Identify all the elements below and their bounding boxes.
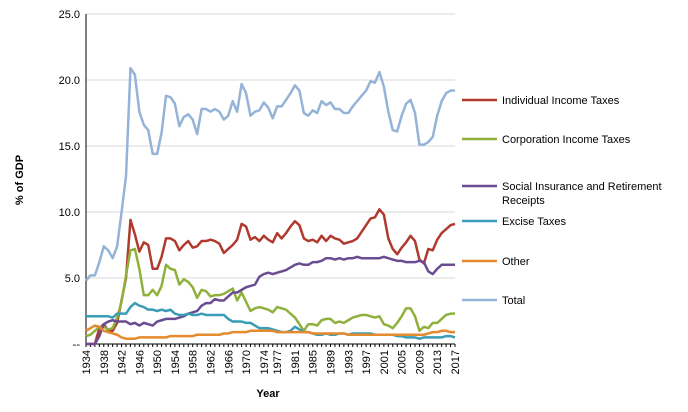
series-line-social-insurance-and-retirement-receipts — [86, 255, 455, 346]
series-line-corporation-income-taxes — [85, 247, 455, 338]
x-tick-label: 1977 — [272, 350, 284, 374]
x-tick-label: 2001 — [379, 350, 391, 374]
x-tick-label: 1962 — [205, 350, 217, 374]
series-lines — [85, 66, 456, 346]
y-tick-label: 5.0 — [65, 273, 80, 285]
series-line-other — [85, 324, 455, 340]
legend-label-corporation-income-taxes: Corporation Income Taxes — [502, 134, 631, 146]
x-tick-label: 1985 — [308, 350, 320, 374]
legend-label-excise-taxes: Excise Taxes — [502, 216, 566, 228]
legend-label-individual-income-taxes: Individual Income Taxes — [502, 95, 620, 107]
x-tick-label: 1942 — [117, 350, 129, 374]
x-tick-label: 2013 — [432, 350, 444, 374]
series-line-individual-income-taxes — [86, 208, 456, 346]
y-axis-title: % of GDP — [14, 155, 26, 205]
y-tick-label: -- — [73, 339, 81, 351]
legend: Individual Income Taxes Corporation Incom… — [462, 95, 662, 307]
x-tick-label: 2009 — [414, 350, 426, 374]
x-tick-label: 1974 — [259, 350, 271, 374]
x-tick-label: 1997 — [361, 350, 373, 374]
x-tick-label: 1989 — [326, 350, 338, 374]
x-tick-label: 1993 — [343, 350, 355, 374]
x-tick-label: 1934 — [81, 350, 93, 374]
x-tick-label: 1966 — [223, 350, 235, 374]
axes: -- 5.0 10.0 15.0 20.0 25.0 1934 1938 1942 1946 195… — [59, 9, 462, 374]
y-tick-label: 15.0 — [59, 141, 80, 153]
y-tick-label: 25.0 — [59, 9, 80, 21]
x-tick-label: 1954 — [170, 350, 182, 374]
x-tick-label: 1981 — [290, 350, 302, 374]
y-tick-label: 20.0 — [59, 75, 80, 87]
y-tick-label: 10.0 — [59, 207, 80, 219]
x-tick-label: 1950 — [152, 350, 164, 374]
legend-label-other: Other — [502, 256, 530, 268]
x-tick-label: 1970 — [241, 350, 253, 374]
legend-label-social-insurance-and-retirement-receipts: Social Insurance and Retirement Receipts — [502, 181, 662, 207]
grid-lines — [86, 13, 455, 279]
x-tick-label: 1958 — [188, 350, 200, 374]
x-tick-label: 2005 — [397, 350, 409, 374]
legend-label-total: Total — [502, 295, 525, 307]
series-line-total — [85, 66, 455, 282]
x-tick-label: 2017 — [450, 350, 462, 374]
x-tick-label: 1938 — [99, 350, 111, 374]
x-tick-label: 1946 — [134, 350, 146, 374]
x-axis-title: Year — [256, 388, 280, 400]
